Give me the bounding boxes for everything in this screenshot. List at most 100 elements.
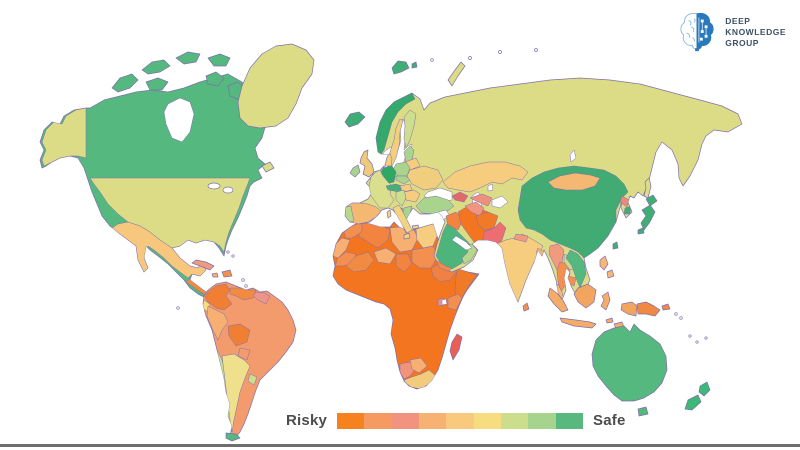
region-canadian-arctic: [145, 77, 169, 91]
region-sudan: [411, 245, 439, 269]
legend-color-segment: [391, 412, 420, 429]
legend-color-segment: [337, 412, 365, 429]
region-north-korea: [619, 195, 630, 208]
region-mongolia: [547, 172, 601, 191]
region-somalia: [454, 267, 478, 305]
region-oman: [461, 243, 478, 265]
region-borneo: [573, 283, 597, 309]
region-new-britain: [661, 303, 671, 311]
legend-color-segment: [446, 412, 474, 429]
region-paraguay: [237, 347, 251, 361]
region-usa: [89, 177, 251, 253]
island-dot: [468, 56, 472, 60]
region-portugal: [345, 205, 355, 223]
logo-line-3: GROUP: [725, 37, 759, 48]
legend-color-segment: [528, 412, 556, 429]
region-czech-slovakia: [395, 175, 411, 185]
region-iceland: [344, 111, 366, 128]
region-uruguay: [247, 373, 258, 386]
region-timor: [605, 317, 614, 324]
region-svalbard: [411, 61, 418, 69]
island-dot: [534, 48, 538, 52]
region-kyrgyzstan-tajikistan: [491, 195, 509, 209]
region-taiwan: [612, 241, 619, 250]
island-dot: [241, 278, 245, 282]
region-norway: [375, 92, 416, 155]
legend: Risky Safe: [286, 412, 626, 429]
island-dot: [674, 312, 678, 316]
region-peru: [206, 305, 229, 341]
region-svalbard: [391, 60, 410, 75]
region-sicily: [403, 232, 411, 240]
region-hispaniola: [221, 269, 233, 278]
region-colombia: [204, 283, 233, 311]
region-canadian-arctic: [205, 71, 225, 87]
region-novaya-zemlya: [447, 61, 466, 87]
region-baltics: [403, 145, 415, 163]
island-dot: [430, 58, 434, 62]
region-chad: [395, 253, 413, 273]
brain-icon: [680, 12, 714, 52]
island-dot: [226, 250, 230, 254]
region-tasmania: [637, 406, 649, 417]
region-jamaica: [211, 272, 219, 278]
region-papua-new-guinea: [636, 301, 661, 317]
region-japan: [645, 194, 658, 207]
legend-color-segment: [501, 412, 529, 429]
region-greenland: [237, 43, 315, 129]
region-egypt: [415, 223, 439, 249]
region-kenya: [447, 293, 463, 311]
island-dot: [688, 334, 692, 338]
region-canadian-arctic: [111, 73, 139, 93]
region-ukraine: [406, 165, 444, 191]
bottom-window-edge: [0, 444, 800, 447]
region-west-papua: [620, 301, 638, 317]
region-finland: [403, 109, 417, 149]
region-canadian-arctic: [207, 53, 231, 67]
logo-text: DEEP KNOWLEDGE GROUP: [725, 16, 786, 49]
island-dot: [244, 284, 248, 288]
island-dot: [498, 50, 502, 54]
island-dot: [695, 340, 699, 344]
region-south-korea: [623, 205, 632, 215]
great-lake: [207, 182, 221, 190]
hudson-bay: [163, 97, 195, 143]
island-dot: [176, 306, 180, 310]
island-dot: [231, 254, 235, 258]
region-madagascar: [449, 333, 463, 361]
region-japan: [640, 204, 656, 231]
region-turkey: [415, 195, 455, 215]
region-cuba: [191, 259, 215, 271]
lake-victoria: [441, 298, 448, 306]
region-caucasus: [451, 191, 469, 203]
region-australia: [591, 323, 668, 402]
region-japan: [637, 227, 645, 235]
region-switzerland-austria: [385, 183, 403, 193]
region-crete: [411, 224, 420, 230]
region-uzbekistan: [469, 193, 493, 207]
island-dot: [679, 316, 683, 320]
great-lake: [222, 186, 234, 194]
region-nepal: [513, 233, 529, 243]
region-guyana-suriname: [252, 291, 271, 305]
legend-color-segment: [473, 412, 501, 429]
region-ireland: [349, 164, 361, 178]
legend-color-segment: [419, 412, 447, 429]
aral-sea: [487, 183, 494, 192]
region-sulawesi: [600, 291, 611, 311]
region-philippines: [606, 269, 615, 279]
region-botswana: [409, 357, 428, 374]
region-java: [559, 317, 597, 329]
region-uk: [359, 149, 375, 178]
region-new-zealand: [698, 381, 711, 397]
island-dot: [704, 336, 708, 340]
logo-line-1: DEEP: [725, 15, 751, 26]
region-balkans: [395, 189, 407, 207]
region-bolivia: [227, 323, 251, 347]
region-kazakhstan: [442, 161, 529, 193]
region-tierra-del-fuego: [225, 432, 241, 442]
lake-baikal: [569, 149, 577, 163]
region-mali: [345, 251, 375, 273]
